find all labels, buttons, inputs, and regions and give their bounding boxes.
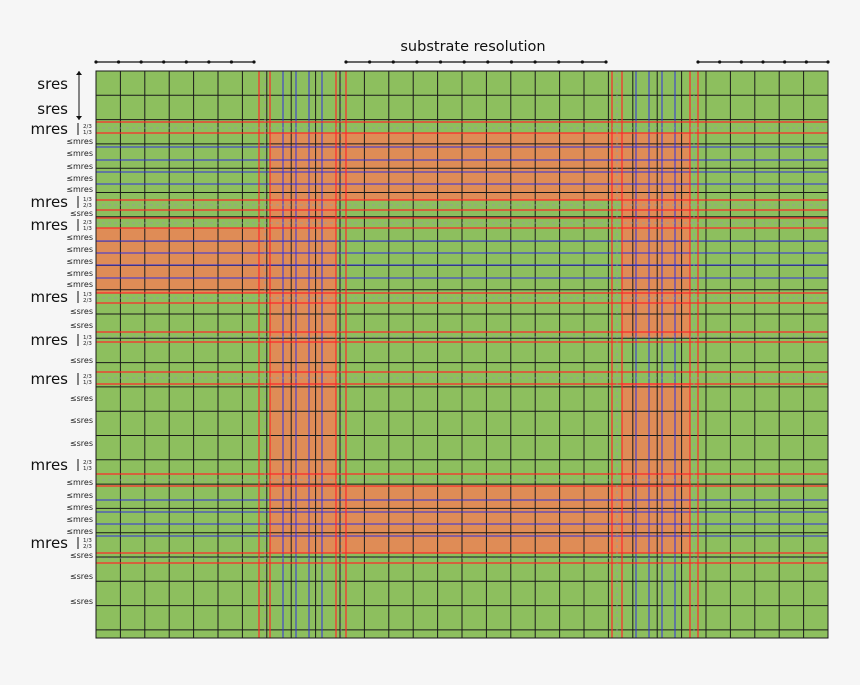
grid-border <box>95 70 829 639</box>
scale-bar-tick <box>783 60 787 64</box>
row-label: ≤mres <box>66 185 93 194</box>
scale-bar-tick <box>252 60 256 64</box>
fraction-label: 2/3 <box>83 124 92 130</box>
scale-bar-tick <box>718 60 722 64</box>
scale-bar-tick <box>415 60 419 64</box>
fraction-label: 2/3 <box>83 298 92 304</box>
row-label: ≤mres <box>66 233 93 242</box>
row-label: ≤sres <box>70 394 93 403</box>
row-label: sres <box>37 100 68 118</box>
grid <box>95 70 829 639</box>
scale-bar-tick <box>184 60 188 64</box>
row-label: ≤sres <box>70 209 93 218</box>
scale-bar-tick <box>761 60 765 64</box>
row-label: ≤mres <box>66 269 93 278</box>
row-label: ≤mres <box>66 162 93 171</box>
mask-region <box>622 133 690 338</box>
scale-bar-tick <box>826 60 830 64</box>
row-label: ≤sres <box>70 551 93 560</box>
scale-bar-tick <box>462 60 466 64</box>
scale-bar-tick <box>438 60 443 64</box>
fraction-label: 2/3 <box>83 544 92 550</box>
row-label: ≤mres <box>66 257 93 266</box>
scale-bar-tick <box>804 60 808 64</box>
scale-bar-tick <box>94 60 98 64</box>
scale-bar-tick <box>557 60 561 64</box>
mask-region <box>270 133 336 553</box>
row-label: mres <box>31 120 69 138</box>
row-label: ≤mres <box>66 280 93 289</box>
row-label: ≤sres <box>70 321 93 330</box>
scale-bar-tick <box>368 60 372 64</box>
row-label: mres <box>31 288 69 306</box>
row-label: mres <box>31 331 69 349</box>
row-label: mres <box>31 456 69 474</box>
row-label: ≤sres <box>70 307 93 316</box>
arrow-up-icon <box>76 71 82 75</box>
row-label: ≤sres <box>70 597 93 606</box>
row-label: ≤mres <box>66 478 93 487</box>
scale-bar-tick <box>207 60 211 64</box>
scale-bar-tick <box>391 60 395 64</box>
row-label: ≤mres <box>66 174 93 183</box>
row-label: mres <box>31 216 69 234</box>
row-label: ≤sres <box>70 356 93 365</box>
row-label: ≤mres <box>66 245 93 254</box>
row-label: mres <box>31 534 69 552</box>
fraction-label: 1/3 <box>83 380 92 386</box>
fraction-label: 2/3 <box>83 374 92 380</box>
fraction-label: 1/3 <box>83 197 92 203</box>
scale-bar-tick <box>604 60 608 64</box>
resolution-scale-bars <box>76 60 830 120</box>
scale-bar-tick <box>344 60 348 64</box>
fraction-label: 2/3 <box>83 341 92 347</box>
row-label: ≤mres <box>66 149 93 158</box>
scale-bar-tick <box>739 60 743 64</box>
scale-bar-tick <box>580 60 584 64</box>
fraction-label: 1/3 <box>83 538 92 544</box>
fraction-label: 2/3 <box>83 203 92 209</box>
row-label: ≤mres <box>66 527 93 536</box>
arrow-down-icon <box>76 116 82 120</box>
row-label: ≤mres <box>66 515 93 524</box>
diagram-title: substrate resolution <box>400 39 545 55</box>
scale-bar-tick <box>509 60 514 64</box>
row-label: ≤sres <box>70 572 93 581</box>
scale-bar-tick <box>696 60 700 64</box>
row-label: ≤mres <box>66 503 93 512</box>
scale-bar-tick <box>229 60 234 64</box>
fraction-label: 2/3 <box>83 460 92 466</box>
row-label: ≤sres <box>70 439 93 448</box>
scale-bar-tick <box>486 60 490 64</box>
row-label: sres <box>37 75 68 93</box>
scale-bar-tick <box>162 60 166 64</box>
row-label: ≤mres <box>66 491 93 500</box>
fraction-label: 2/3 <box>83 220 92 226</box>
mask-region <box>622 383 690 553</box>
scale-bar-tick <box>116 60 121 64</box>
row-label: ≤sres <box>70 416 93 425</box>
row-label: mres <box>31 193 69 211</box>
fraction-label: 1/3 <box>83 292 92 298</box>
scale-bar-tick <box>139 60 143 64</box>
fraction-label: 1/3 <box>83 466 92 472</box>
scale-bar-tick <box>533 60 537 64</box>
fraction-label: 1/3 <box>83 130 92 136</box>
row-label: mres <box>31 370 69 388</box>
mask-region <box>96 228 270 293</box>
fraction-label: 1/3 <box>83 335 92 341</box>
row-label: ≤mres <box>66 137 93 146</box>
fraction-label: 1/3 <box>83 226 92 232</box>
